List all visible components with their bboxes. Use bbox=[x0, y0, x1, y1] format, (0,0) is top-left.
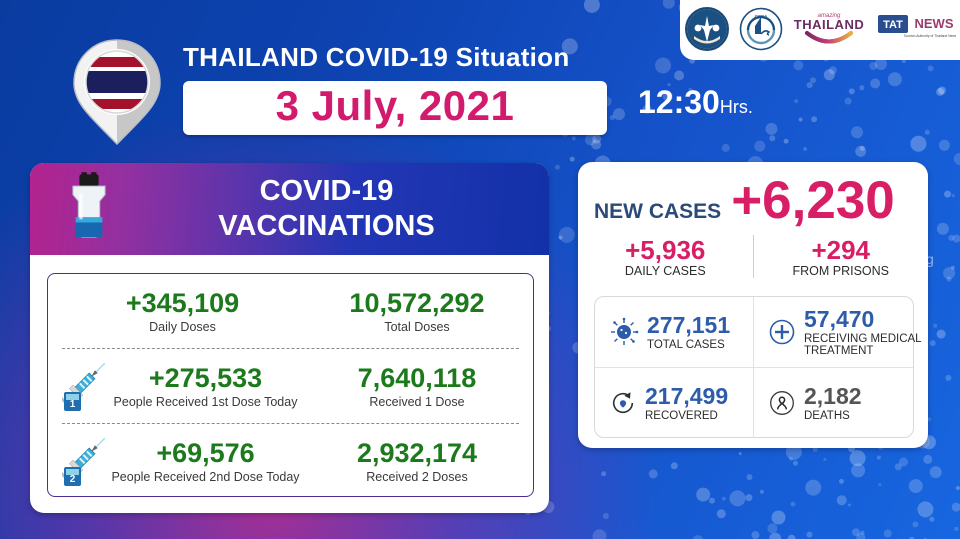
svg-text:TAT: TAT bbox=[883, 19, 903, 31]
svg-text:Tourism Authority of Thailand: Tourism Authority of Thailand Newsroom bbox=[903, 34, 955, 38]
svg-text:THAILAND: THAILAND bbox=[794, 17, 864, 32]
svg-text:1: 1 bbox=[70, 399, 76, 410]
svg-text:CCSA: CCSA bbox=[754, 14, 768, 19]
svg-text:2: 2 bbox=[70, 474, 76, 485]
svg-text:NEWS: NEWS bbox=[914, 16, 953, 31]
